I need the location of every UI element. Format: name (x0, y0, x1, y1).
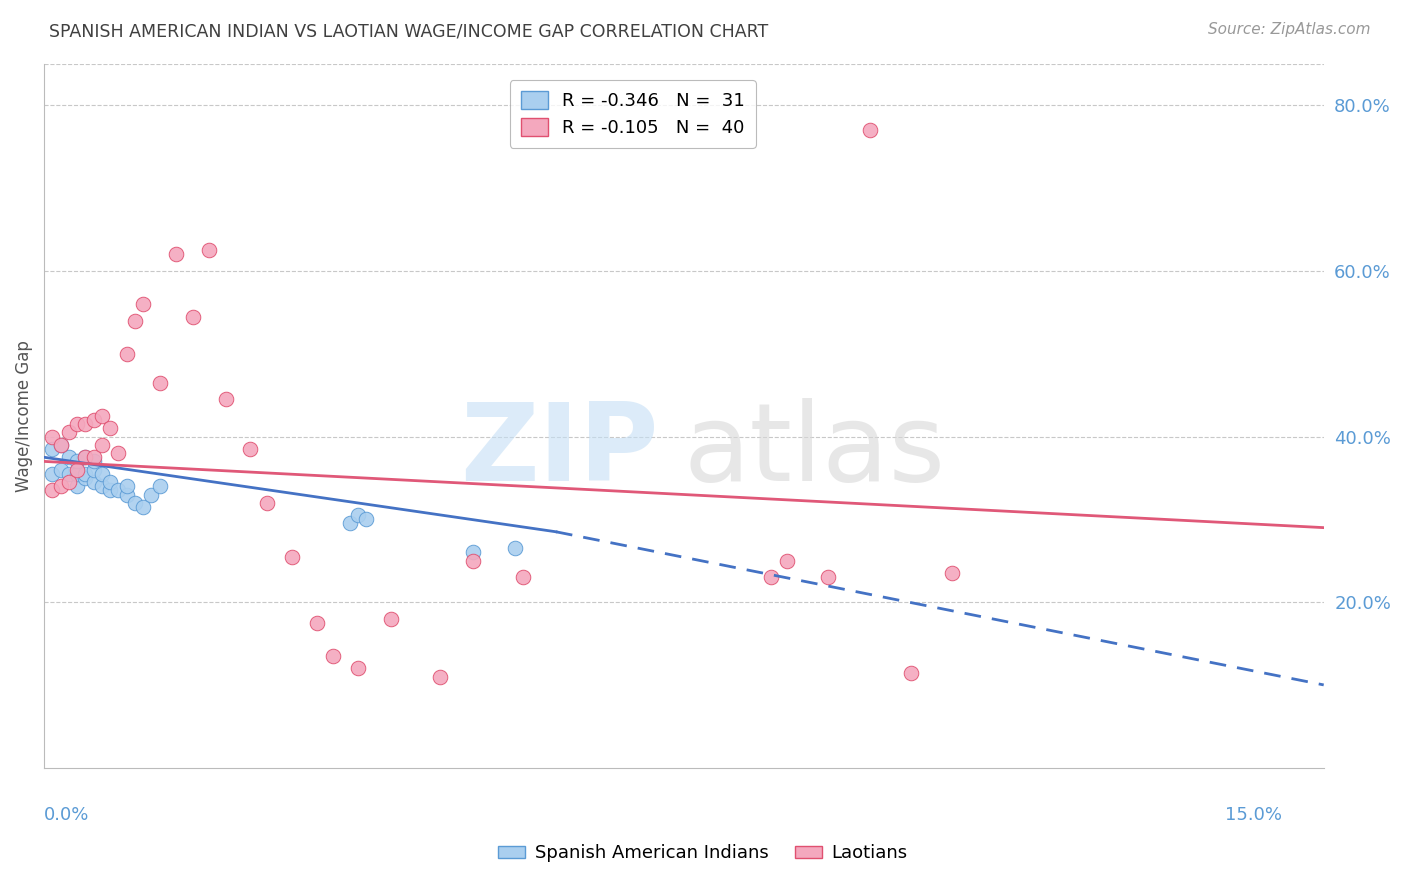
Point (346, 508, 368, 523)
Point (90, 467, 112, 481)
Point (83, 450, 105, 465)
Point (49, 463, 72, 477)
Point (75, 417, 97, 432)
Point (346, 661, 368, 675)
Y-axis label: Wage/Income Gap: Wage/Income Gap (15, 340, 32, 491)
Point (759, 570, 782, 584)
Point (41, 442, 63, 456)
Point (215, 392, 238, 407)
Text: Source: ZipAtlas.com: Source: ZipAtlas.com (1208, 22, 1371, 37)
Point (75, 467, 97, 481)
Point (83, 463, 105, 477)
Point (98, 483, 121, 498)
Point (98, 475, 121, 489)
Point (58, 425, 80, 440)
Point (305, 615, 328, 630)
Point (66, 454, 89, 468)
Point (41, 429, 63, 443)
Point (124, 314, 146, 328)
Point (58, 475, 80, 489)
Point (115, 487, 138, 501)
Point (66, 463, 89, 477)
Point (512, 570, 534, 584)
Point (354, 512, 377, 526)
Point (429, 670, 451, 684)
Point (339, 516, 361, 531)
Point (463, 545, 485, 559)
Point (98, 421, 121, 435)
Point (859, 123, 882, 137)
Point (124, 496, 146, 510)
Point (90, 409, 112, 423)
Point (66, 417, 89, 432)
Text: atlas: atlas (683, 398, 946, 504)
Point (107, 483, 129, 498)
Point (165, 247, 187, 261)
Point (181, 310, 204, 324)
Point (75, 450, 97, 465)
Legend: Spanish American Indians, Laotians: Spanish American Indians, Laotians (491, 838, 915, 870)
Point (149, 479, 172, 493)
Text: 0.0%: 0.0% (44, 806, 90, 824)
Point (198, 244, 221, 258)
Point (141, 487, 163, 501)
Point (58, 450, 80, 465)
Point (66, 467, 89, 481)
Text: 15.0%: 15.0% (1226, 806, 1282, 824)
Point (58, 467, 80, 481)
Point (900, 665, 922, 680)
Point (115, 347, 138, 361)
Point (817, 570, 839, 584)
Point (49, 438, 72, 452)
Point (149, 376, 172, 390)
Point (83, 454, 105, 468)
Point (90, 438, 112, 452)
Point (132, 297, 155, 311)
Point (49, 438, 72, 452)
Legend: R = -0.346   N =  31, R = -0.105   N =  40: R = -0.346 N = 31, R = -0.105 N = 40 (510, 80, 755, 148)
Point (75, 471, 97, 485)
Text: ZIP: ZIP (460, 398, 658, 504)
Point (41, 483, 63, 498)
Point (83, 413, 105, 427)
Point (83, 475, 105, 489)
Point (256, 496, 278, 510)
Point (41, 467, 63, 481)
Point (322, 648, 344, 663)
Point (776, 554, 799, 568)
Point (66, 479, 89, 493)
Point (90, 479, 112, 493)
Point (49, 479, 72, 493)
Point (115, 479, 138, 493)
Point (107, 446, 129, 460)
Point (132, 500, 155, 514)
Text: SPANISH AMERICAN INDIAN VS LAOTIAN WAGE/INCOME GAP CORRELATION CHART: SPANISH AMERICAN INDIAN VS LAOTIAN WAGE/… (49, 22, 769, 40)
Point (463, 554, 485, 568)
Point (503, 541, 526, 556)
Point (239, 442, 262, 456)
Point (380, 612, 402, 626)
Point (941, 566, 963, 581)
Point (281, 549, 304, 564)
Point (75, 450, 97, 465)
